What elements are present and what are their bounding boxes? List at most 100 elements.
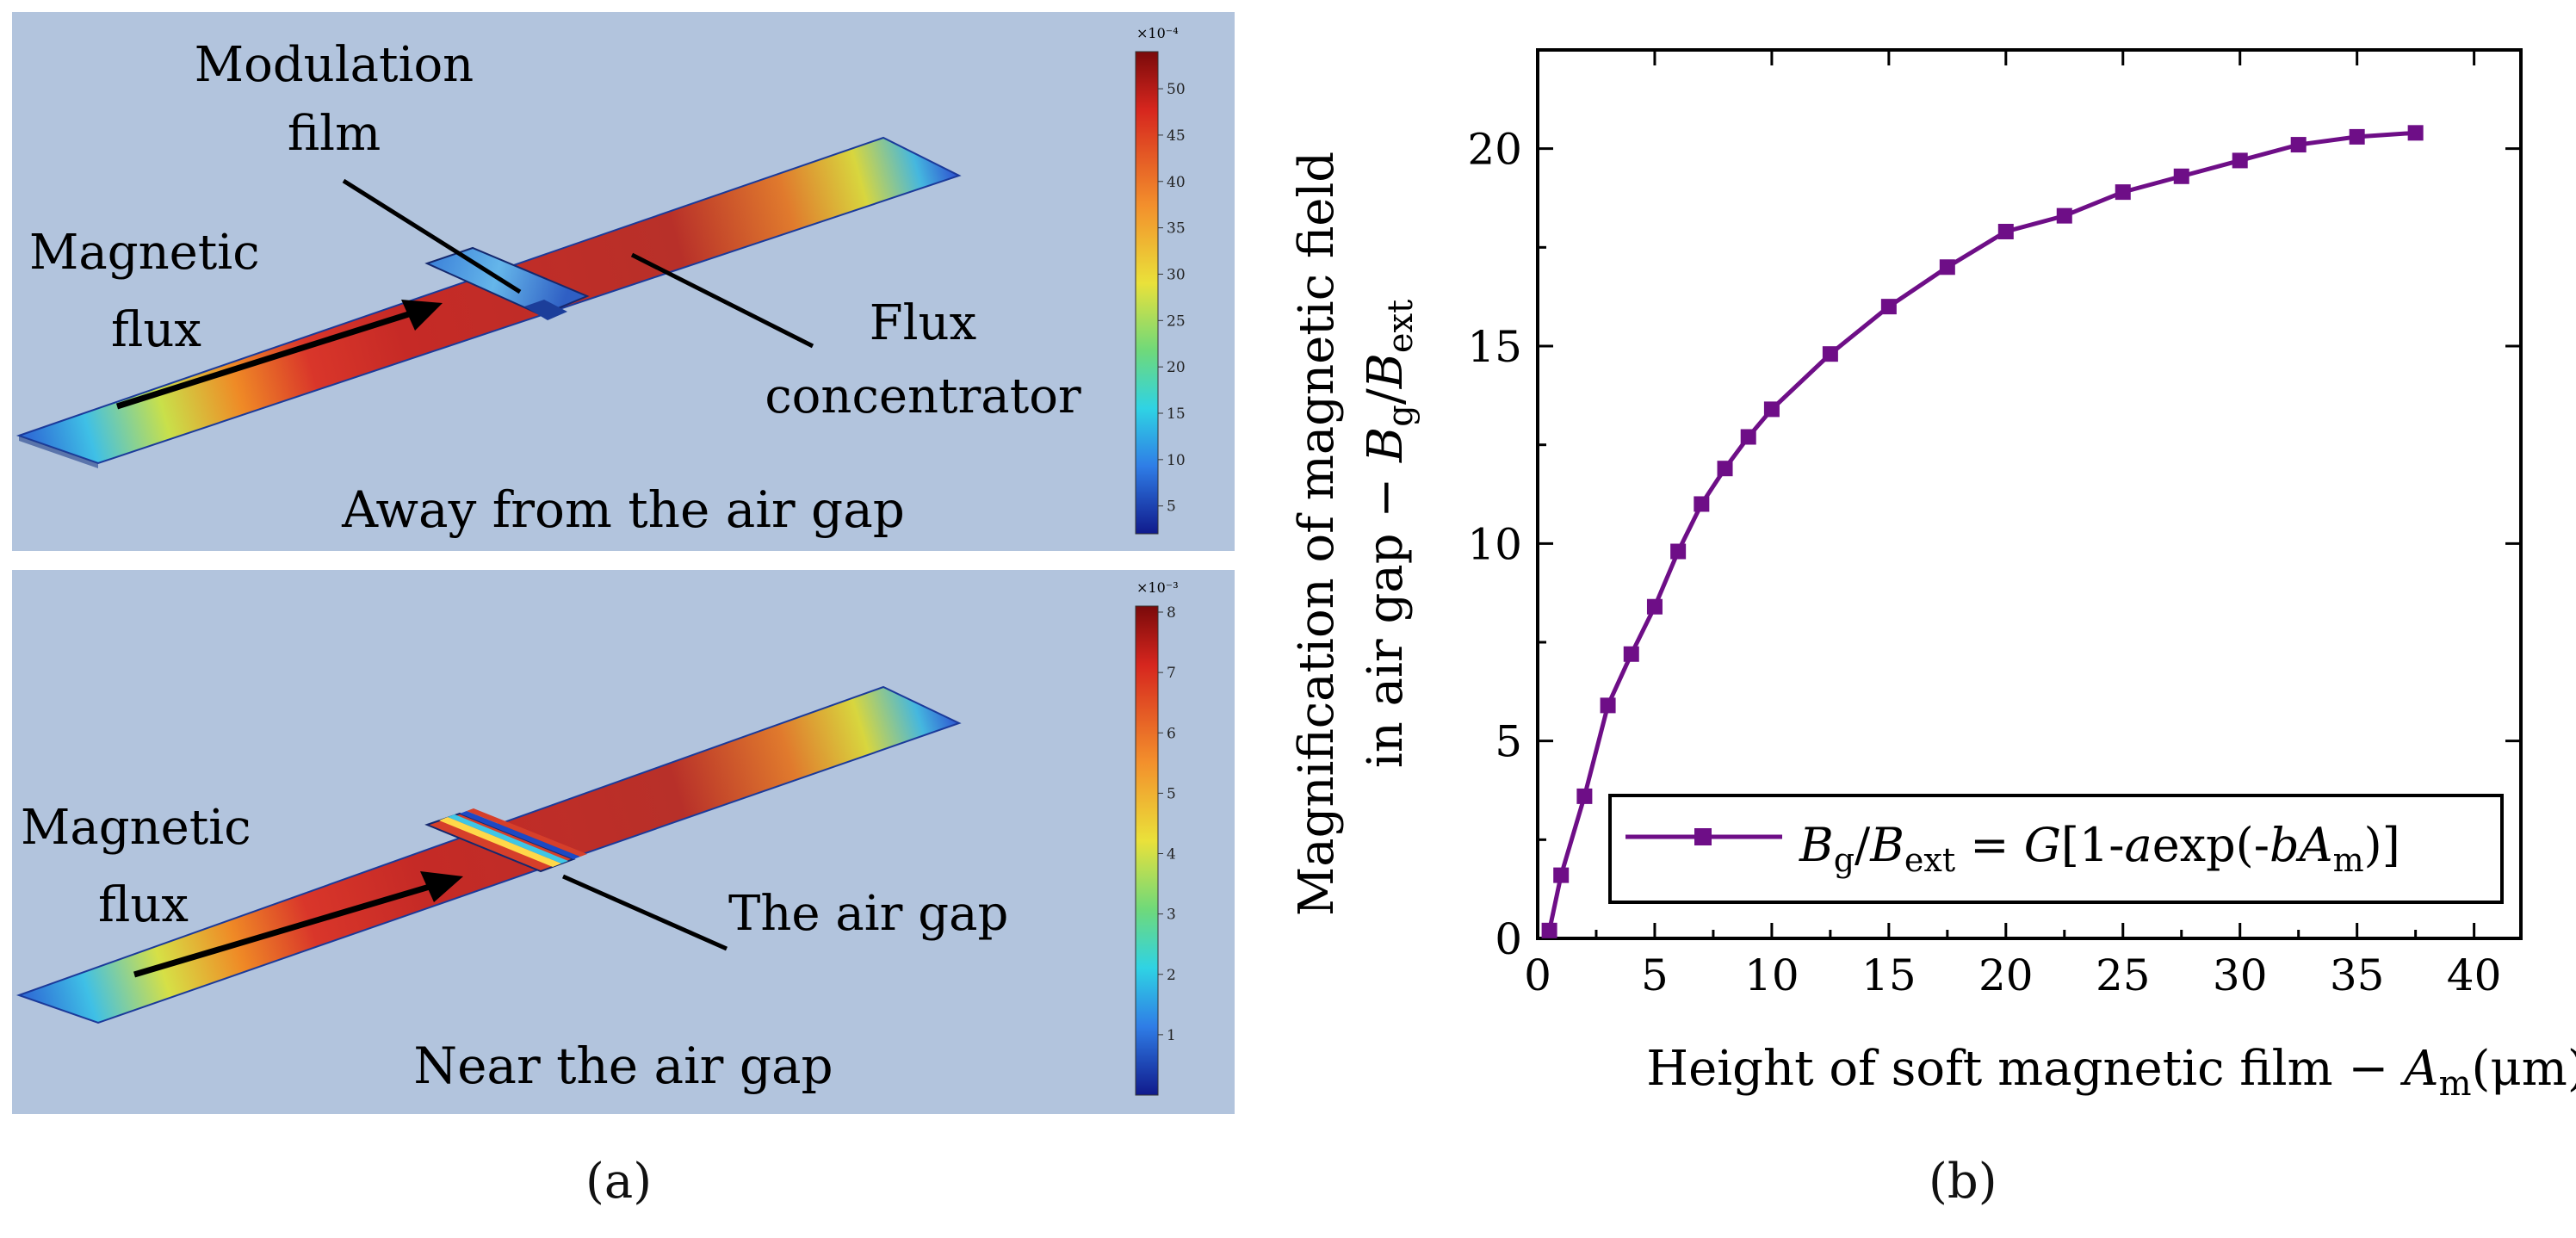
colorbar-tick-label: 40 — [1167, 174, 1186, 191]
colorbar-tick-label: 6 — [1167, 725, 1176, 742]
label-concentrator-1: Flux — [870, 295, 976, 351]
airgap-pointer — [561, 874, 728, 951]
y-tick-label: 15 — [1467, 322, 1522, 372]
flux-arrow-line — [115, 308, 418, 410]
modulation-pointer — [342, 178, 522, 294]
chart-axes — [1536, 48, 2523, 940]
air-gap-stripes — [424, 808, 587, 873]
label-modulation-1: Modulation — [195, 37, 474, 93]
data-point — [1717, 461, 1733, 477]
y-tick-labels: 0 5 10 15 20 — [1467, 125, 1522, 964]
series-line — [1547, 130, 2416, 932]
data-point — [1822, 346, 1838, 362]
data-point — [1763, 401, 1780, 418]
x-tick-label: 40 — [2447, 950, 2502, 1000]
y-tick-label: 20 — [1467, 125, 1522, 175]
x-tick-label: 10 — [1744, 950, 1799, 1000]
caption-top: Away from the air gap — [341, 480, 905, 539]
flux-arrow-head — [401, 300, 443, 331]
x-tick-label: 15 — [1861, 950, 1917, 1000]
colorbar-top-ticks: 50 45 40 35 30 25 20 15 10 5 — [1158, 81, 1186, 516]
simulation-panel-bottom: Magnetic flux The air gap Near the air g… — [12, 570, 1235, 1114]
legend-label: Bg/Bext = G[1-aexp(-bAm)] — [1799, 818, 2400, 879]
colorbar-bottom — [1135, 605, 1159, 1096]
colorbar-tick-label: 15 — [1167, 405, 1186, 423]
colorbar-bottom-ticks: 8 7 6 5 4 3 2 1 — [1158, 604, 1176, 1044]
data-point — [1880, 299, 1897, 315]
data-point — [2115, 184, 2131, 201]
strip-edge — [19, 436, 98, 468]
colorbar-tick-label: 10 — [1167, 452, 1186, 469]
label-flux-bottom-2: flux — [98, 877, 189, 933]
concentrator-pointer — [630, 252, 814, 349]
label-flux-bottom-1: Magnetic — [21, 800, 251, 856]
data-point — [2407, 125, 2424, 141]
x-tick-label: 30 — [2213, 950, 2268, 1000]
plot-frame — [1536, 48, 2523, 940]
data-point — [2290, 137, 2307, 153]
data-point — [1997, 223, 2014, 239]
legend-marker — [1694, 828, 1712, 845]
y-tick-label: 10 — [1467, 519, 1522, 569]
label-flux-1: Magnetic — [29, 225, 260, 281]
y-axis-label-2: in air gap − Bg/Bext — [1358, 300, 1421, 768]
x-tick-label: 20 — [1978, 950, 2034, 1000]
colorbar-tick-label: 7 — [1167, 665, 1176, 682]
data-point — [1541, 922, 1557, 938]
data-point — [2056, 207, 2072, 224]
data-point — [1670, 543, 1687, 560]
data-point — [1939, 259, 1955, 275]
caption-bottom: Near the air gap — [413, 1037, 833, 1095]
colorbar-bottom-exponent: ×10⁻³ — [1136, 579, 1179, 596]
y-tick-label: 0 — [1495, 914, 1522, 964]
data-point — [1576, 788, 1593, 804]
flux-concentrator-strip — [15, 136, 962, 465]
colorbar-tick-label: 25 — [1167, 313, 1186, 330]
colorbar-tick-label: 5 — [1167, 785, 1176, 802]
data-point — [1694, 496, 1710, 512]
magnification-chart: 0 5 10 15 20 25 30 35 40 0 5 10 15 20 Height of soft… — [1289, 48, 2576, 1104]
colorbar-tick-label: 8 — [1167, 604, 1176, 622]
data-point — [2232, 152, 2248, 169]
data-point — [2349, 128, 2365, 145]
legend: Bg/Bext = G[1-aexp(-bAm)] — [1608, 794, 2504, 904]
x-axis-label: Height of soft magnetic film − Am(μm) — [1646, 1041, 2576, 1104]
colorbar-tick-label: 2 — [1167, 967, 1176, 984]
colorbar-tick-label: 5 — [1167, 498, 1176, 516]
y-axis-label-1: Magnification of magnetic field — [1289, 152, 1345, 916]
label-b: (b) — [1929, 1154, 1997, 1210]
colorbar-tick-label: 45 — [1167, 127, 1186, 145]
x-tick-label: 35 — [2330, 950, 2385, 1000]
data-point — [2173, 168, 2189, 184]
data-point — [1553, 867, 1570, 883]
flux-arrow-head-bottom — [420, 871, 463, 902]
flux-arrow-line-bottom — [133, 881, 439, 978]
colorbar-tick-label: 50 — [1167, 81, 1186, 98]
simulation-top-svg: Modulation film Magnetic flux Flux conce… — [15, 25, 1186, 539]
colorbar-tick-label: 30 — [1167, 266, 1186, 283]
data-point — [1646, 598, 1663, 615]
label-concentrator-2: concentrator — [765, 368, 1081, 424]
colorbar-tick-label: 1 — [1167, 1027, 1176, 1044]
simulation-panel-top: Modulation film Magnetic flux Flux conce… — [12, 12, 1235, 551]
colorbar-tick-label: 4 — [1167, 846, 1176, 864]
label-a: (a) — [585, 1154, 653, 1210]
data-point — [1740, 429, 1756, 445]
x-tick-labels: 0 5 10 15 20 25 30 35 40 — [1524, 950, 2501, 1000]
y-tick-label: 5 — [1495, 717, 1522, 767]
simulation-bottom-svg: Magnetic flux The air gap Near the air g… — [15, 579, 1179, 1096]
air-gap-marker — [524, 300, 567, 320]
label-modulation-2: film — [288, 106, 381, 162]
x-tick-label: 0 — [1524, 950, 1551, 1000]
colorbar-tick-label: 35 — [1167, 220, 1186, 238]
series-points — [1541, 125, 2424, 938]
label-flux-2: flux — [111, 302, 201, 358]
data-point — [1623, 646, 1639, 662]
legend-box — [1608, 794, 2504, 904]
colorbar-tick-label: 20 — [1167, 359, 1186, 376]
label-airgap: The air gap — [728, 886, 1008, 942]
x-tick-label: 5 — [1641, 950, 1669, 1000]
colorbar-tick-label: 3 — [1167, 907, 1176, 924]
data-point — [1600, 697, 1616, 714]
colorbar-top-exponent: ×10⁻⁴ — [1136, 25, 1179, 41]
